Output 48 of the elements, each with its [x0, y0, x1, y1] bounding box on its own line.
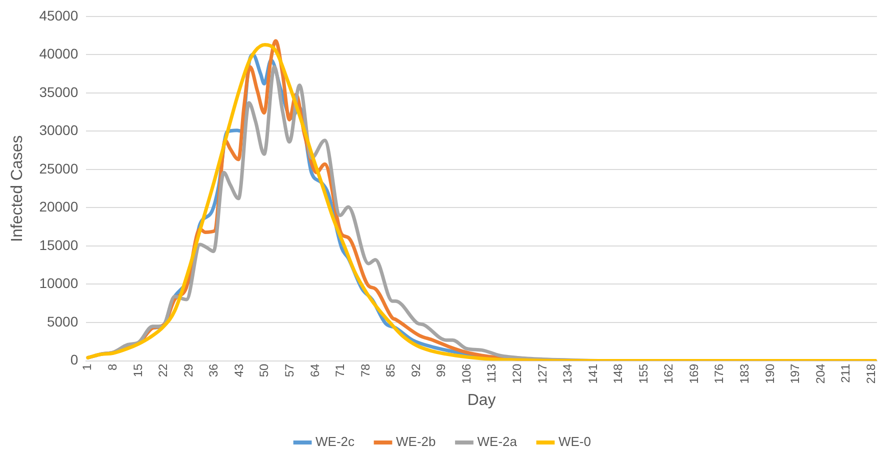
- x-tick-label: 85: [384, 363, 398, 378]
- y-tick-label: 15000: [39, 236, 78, 253]
- x-tick-label: 15: [130, 363, 145, 378]
- x-tick-label: 211: [838, 363, 853, 383]
- y-tick-label: 10000: [39, 275, 78, 292]
- x-tick-label: 197: [788, 363, 802, 384]
- legend-label: WE-2c: [316, 434, 356, 450]
- x-tick-label: 92: [408, 363, 423, 378]
- x-tick-label: 29: [181, 363, 196, 378]
- x-tick-label: 64: [308, 363, 322, 378]
- x-tick-label: 141: [586, 363, 600, 384]
- x-tick-label: 218: [864, 363, 878, 384]
- x-tick-label: 106: [459, 363, 474, 384]
- y-tick-label: 5000: [46, 313, 78, 330]
- x-tick-label: 57: [282, 363, 296, 378]
- x-tick-label: 50: [257, 363, 272, 378]
- x-tick-label: 169: [686, 363, 701, 384]
- x-tick-label: 36: [206, 363, 221, 378]
- x-tick-label: 120: [510, 363, 524, 384]
- x-tick-label: 204: [813, 363, 828, 384]
- x-tick-label: 183: [737, 363, 752, 384]
- x-tick-label: 148: [611, 363, 626, 384]
- x-tick-label: 71: [333, 363, 348, 378]
- y-tick-label: 45000: [39, 7, 78, 24]
- x-tick-label: 99: [434, 363, 448, 378]
- x-tick-label: 134: [560, 363, 575, 384]
- x-tick-label: 155: [636, 363, 650, 384]
- x-tick-label: 43: [232, 363, 246, 378]
- x-tick-label: 176: [712, 363, 726, 384]
- y-tick-label: 0: [70, 352, 78, 368]
- legend-label: WE-2a: [477, 434, 518, 450]
- y-tick-label: 25000: [39, 160, 78, 176]
- x-tick-label: 113: [484, 363, 499, 383]
- x-axis-title: Day: [467, 392, 496, 409]
- legend-label: WE-0: [558, 434, 591, 450]
- x-tick-label: 22: [156, 363, 170, 378]
- x-tick-label: 1: [80, 363, 94, 370]
- x-tick-label: 190: [762, 363, 777, 384]
- y-tick-label: 30000: [39, 122, 78, 138]
- x-tick-label: 127: [535, 363, 550, 384]
- x-tick-label: 8: [106, 363, 120, 370]
- y-tick-label: 40000: [39, 46, 78, 62]
- y-tick-label: 20000: [39, 198, 78, 215]
- x-tick-label: 162: [662, 363, 676, 384]
- x-tick-label: 78: [358, 363, 372, 378]
- legend-label: WE-2b: [396, 434, 436, 450]
- y-tick-label: 35000: [39, 84, 78, 100]
- y-axis-title: Infected Cases: [9, 135, 26, 242]
